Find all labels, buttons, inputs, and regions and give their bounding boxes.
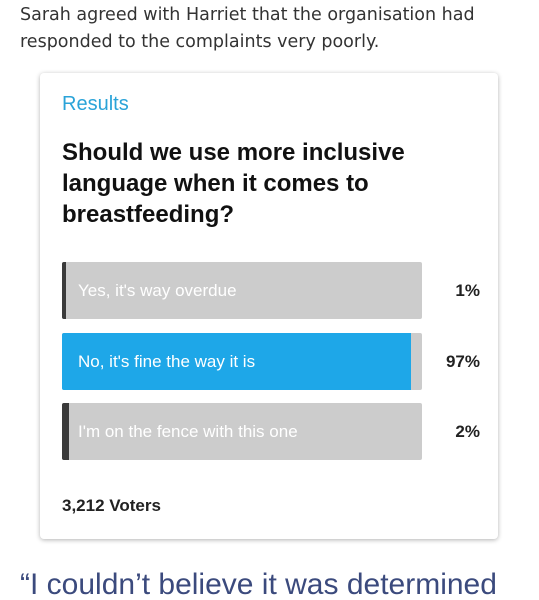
option-track (62, 262, 422, 319)
poll-question: Should we use more inclusive language wh… (62, 139, 405, 228)
option-label: No, it's fine the way it is (78, 351, 256, 371)
option-track (62, 332, 422, 390)
intro-text: Sarah agreed with Harriet that the organ… (20, 5, 475, 52)
poll-option: I'm on the fence with this one 2% (62, 403, 480, 460)
option-fill (62, 403, 70, 460)
quote-text: “I couldn’t believe it was determined (20, 568, 497, 600)
voter-count: 3,212 Voters (62, 496, 161, 515)
option-fill (62, 262, 66, 319)
option-percent: 97% (445, 351, 480, 371)
option-label: I'm on the fence with this one (78, 422, 298, 441)
option-label: Yes, it's way overdue (78, 281, 237, 300)
option-percent: 1% (455, 281, 480, 300)
option-percent: 2% (455, 422, 480, 441)
option-fill (62, 332, 412, 390)
poll-heading: Results (62, 93, 129, 115)
poll-card: Results Should we use more inclusive lan… (40, 73, 498, 539)
option-track (62, 403, 422, 460)
poll-option: Yes, it's way overdue 1% (62, 262, 480, 319)
poll-option: No, it's fine the way it is 97% (62, 332, 480, 390)
